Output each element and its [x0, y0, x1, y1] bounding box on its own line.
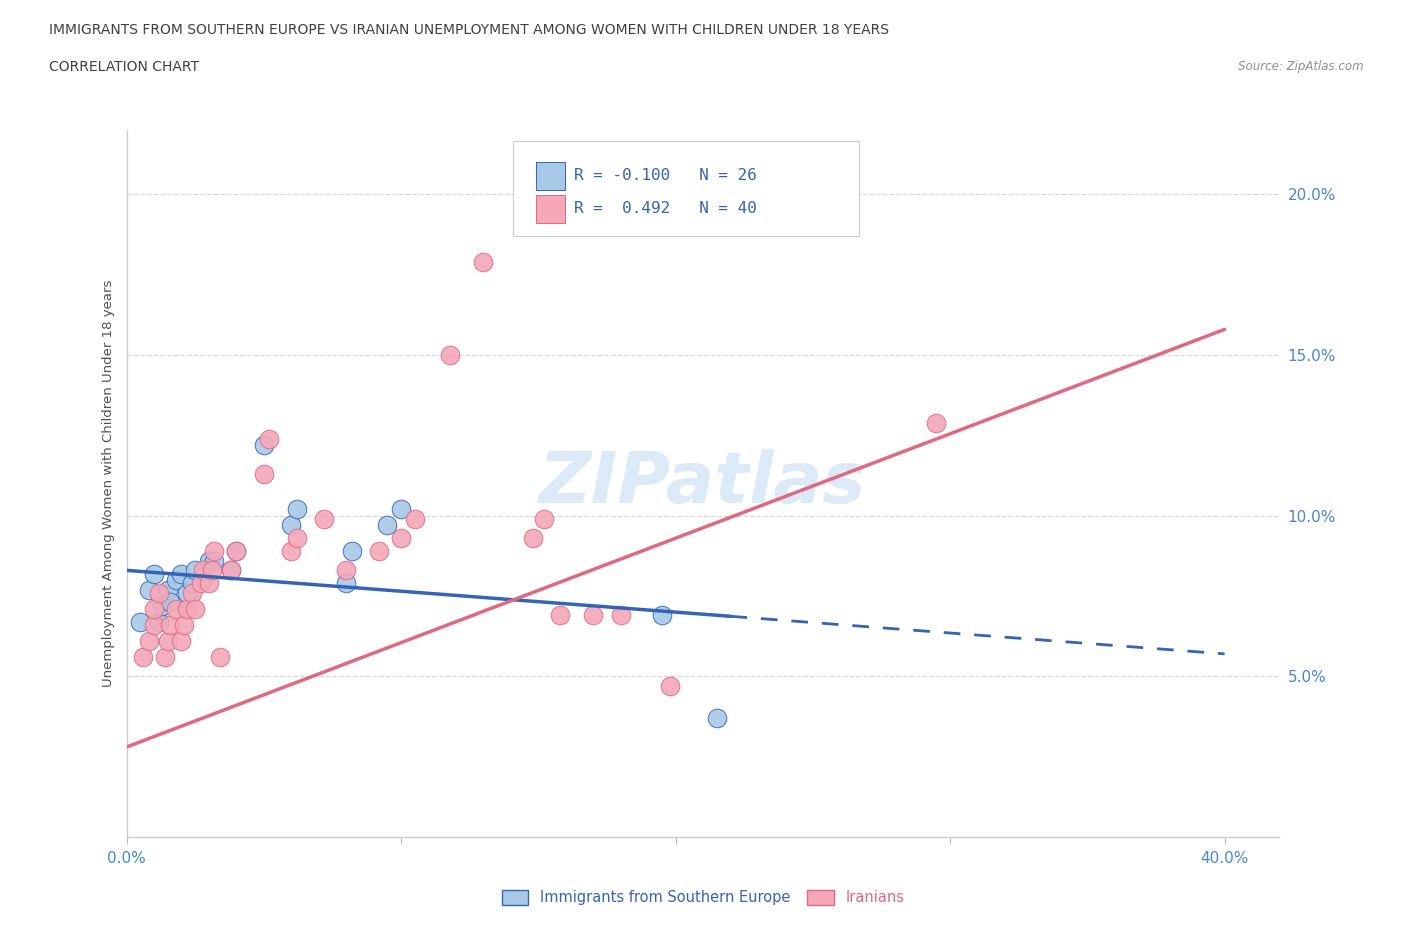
Point: [138, 582, 160, 597]
Point: [335, 576, 357, 591]
Point: [375, 518, 398, 533]
Point: [208, 650, 231, 665]
Point: [340, 544, 363, 559]
Point: [201, 563, 224, 578]
Point: [181, 585, 204, 600]
Y-axis label: Unemployment Among Women with Children Under 18 years: Unemployment Among Women with Children U…: [103, 280, 115, 687]
Point: [706, 711, 728, 725]
Text: R =  0.492   N = 40: R = 0.492 N = 40: [574, 201, 756, 216]
Point: [925, 415, 948, 430]
Point: [193, 569, 215, 584]
Point: [148, 585, 170, 600]
Point: [176, 585, 198, 600]
Point: [335, 563, 357, 578]
Text: Source: ZipAtlas.com: Source: ZipAtlas.com: [1239, 60, 1364, 73]
FancyBboxPatch shape: [536, 162, 565, 191]
Point: [138, 633, 160, 648]
Point: [439, 348, 461, 363]
FancyBboxPatch shape: [536, 195, 565, 223]
Point: [184, 563, 207, 578]
Point: [129, 615, 152, 630]
Point: [173, 618, 195, 632]
Point: [253, 467, 276, 482]
Point: [219, 563, 242, 578]
Point: [153, 650, 176, 665]
Point: [389, 531, 412, 546]
Point: [280, 544, 302, 559]
Point: [156, 582, 179, 597]
Point: [132, 650, 155, 665]
Point: [280, 518, 302, 533]
Point: [659, 679, 682, 694]
Point: [198, 553, 221, 568]
Point: [198, 576, 221, 591]
Point: [253, 438, 276, 453]
Point: [533, 512, 555, 526]
Point: [202, 553, 225, 568]
Text: R = -0.100   N = 26: R = -0.100 N = 26: [574, 168, 756, 183]
Point: [522, 531, 544, 546]
Point: [285, 502, 308, 517]
Point: [143, 602, 166, 617]
Point: [165, 602, 187, 617]
Point: [150, 598, 173, 613]
Point: [472, 255, 495, 270]
Text: IMMIGRANTS FROM SOUTHERN EUROPE VS IRANIAN UNEMPLOYMENT AMONG WOMEN WITH CHILDRE: IMMIGRANTS FROM SOUTHERN EUROPE VS IRANI…: [49, 23, 889, 37]
Point: [170, 566, 193, 581]
Point: [225, 544, 247, 559]
Point: [285, 531, 308, 546]
Point: [259, 432, 281, 446]
Point: [609, 608, 631, 623]
Point: [582, 608, 605, 623]
Text: ZIPatlas: ZIPatlas: [540, 449, 866, 518]
Point: [389, 502, 412, 517]
Point: [143, 566, 166, 581]
Point: [184, 602, 207, 617]
Point: [368, 544, 391, 559]
FancyBboxPatch shape: [513, 140, 859, 236]
Point: [176, 602, 198, 617]
Point: [219, 563, 242, 578]
Point: [181, 576, 204, 591]
Point: [548, 608, 571, 623]
Point: [170, 633, 193, 648]
Text: CORRELATION CHART: CORRELATION CHART: [49, 60, 200, 74]
Legend: Immigrants from Southern Europe, Iranians: Immigrants from Southern Europe, Iranian…: [496, 884, 910, 911]
Point: [314, 512, 336, 526]
Point: [156, 633, 179, 648]
Point: [159, 595, 181, 610]
Point: [225, 544, 247, 559]
Point: [193, 563, 215, 578]
Point: [651, 608, 673, 623]
Point: [404, 512, 426, 526]
Point: [148, 615, 170, 630]
Point: [165, 573, 187, 588]
Point: [190, 576, 212, 591]
Point: [159, 618, 181, 632]
Point: [202, 544, 225, 559]
Point: [143, 618, 166, 632]
